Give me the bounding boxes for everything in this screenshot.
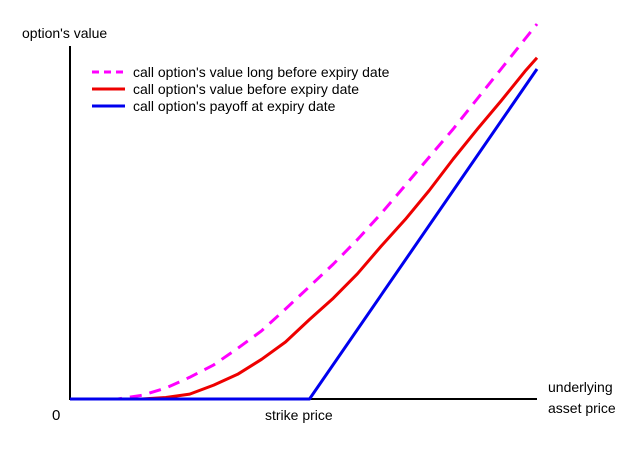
x-axis-label-line-1: underlying bbox=[548, 379, 613, 395]
x-axis-label-line-2: asset price bbox=[548, 400, 616, 416]
series-before-expiry bbox=[70, 56, 539, 401]
series-payoff-at-expiry bbox=[70, 68, 539, 401]
legend: call option's value long before expiry d… bbox=[92, 64, 390, 114]
series-long-before-expiry bbox=[70, 23, 539, 401]
legend-entry-payoff-at-expiry: call option's payoff at expiry date bbox=[133, 98, 336, 114]
strike-price-label: strike price bbox=[265, 407, 333, 423]
origin-label: 0 bbox=[52, 407, 60, 424]
legend-entry-before-expiry: call option's value before expiry date bbox=[133, 81, 359, 97]
series-lines bbox=[70, 23, 539, 401]
legend-entry-long-before-expiry: call option's value long before expiry d… bbox=[133, 64, 390, 80]
y-axis-label: option's value bbox=[22, 25, 107, 41]
